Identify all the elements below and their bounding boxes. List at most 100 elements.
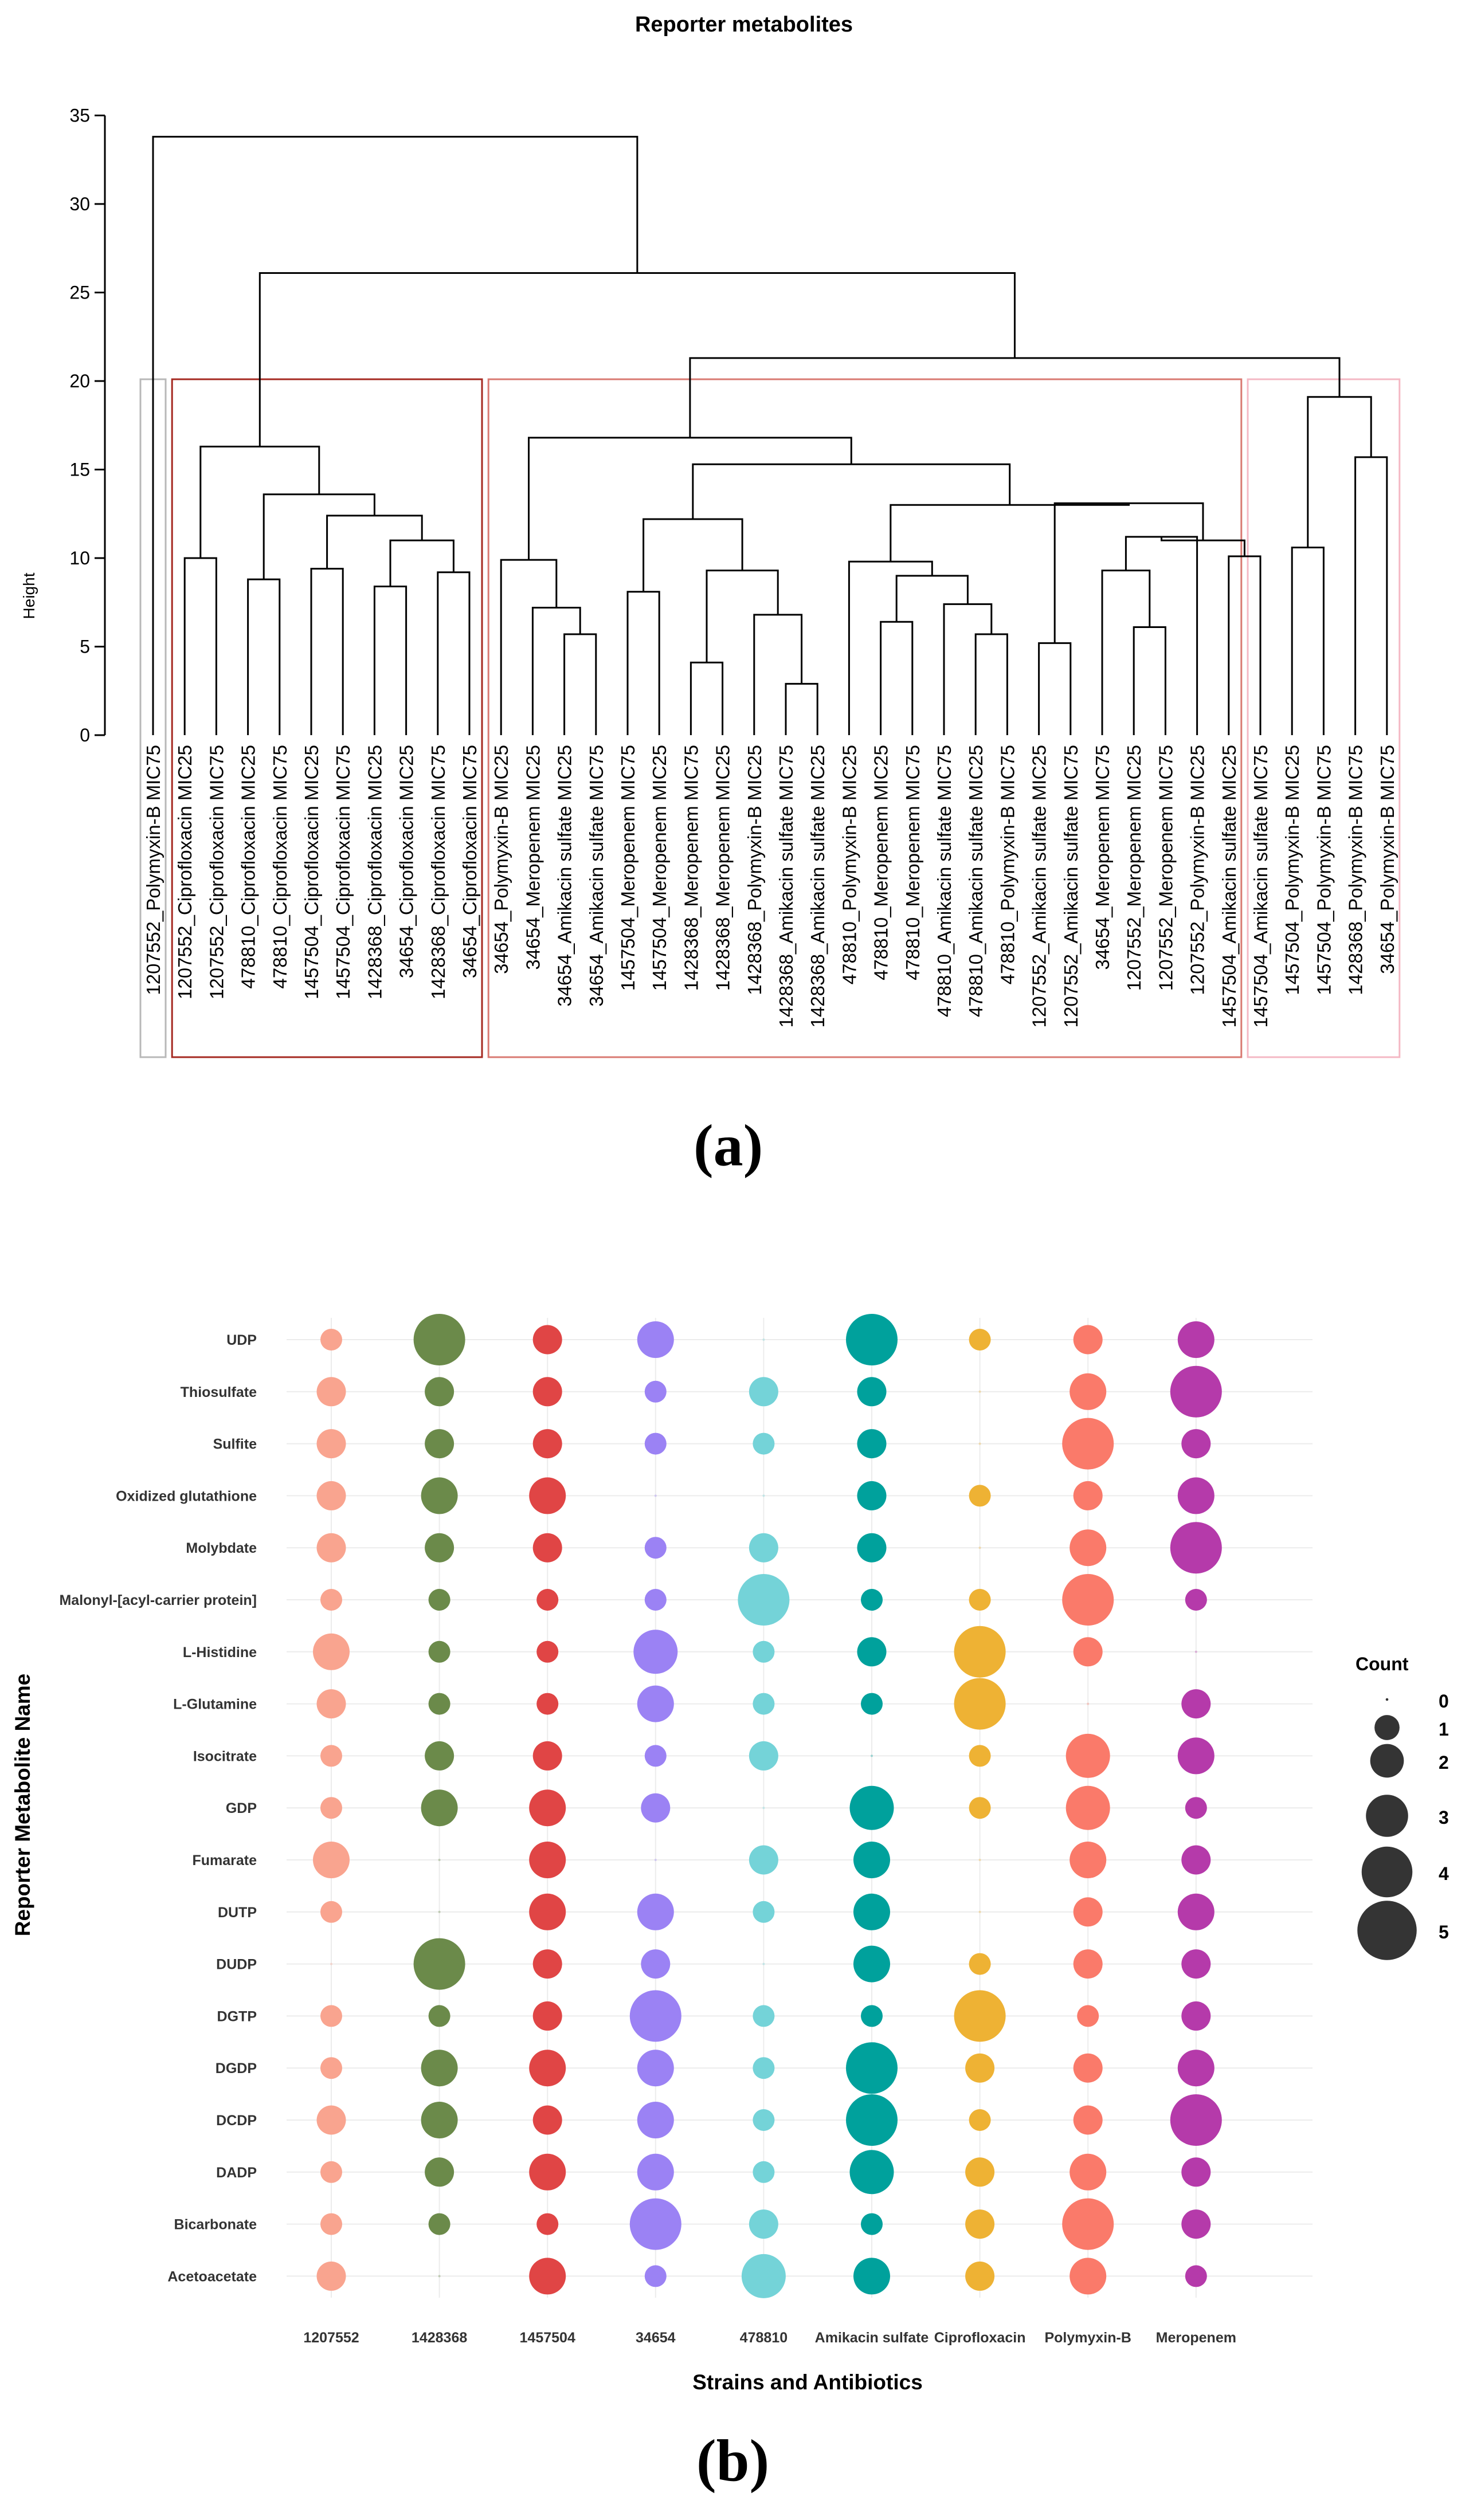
column-label: Ciprofloxacin <box>934 2330 1026 2346</box>
row-label: Fumarate <box>192 1852 257 1869</box>
bubble-point <box>753 2109 775 2131</box>
dendrogram-link <box>880 621 914 735</box>
leaf-label: 34654_Polymyxin-B MIC75 <box>1377 745 1398 974</box>
column-label: Meropenem <box>1156 2330 1236 2346</box>
dendrogram-link <box>183 557 217 735</box>
bubble-point <box>965 2261 995 2291</box>
bubble-point <box>425 1377 455 1407</box>
bubble-point <box>1073 2105 1103 2135</box>
bubble-point <box>954 1678 1006 1730</box>
row-label: UDP <box>226 1332 257 1348</box>
dendrogram-link <box>1053 502 1204 643</box>
bubble-point <box>1177 1321 1215 1358</box>
bubble-point <box>978 1910 981 1913</box>
bubble-point <box>421 1477 458 1514</box>
bubble-point <box>438 1910 441 1913</box>
bubble-point <box>529 2050 566 2087</box>
bubble-point <box>954 1990 1006 2042</box>
dendrogram-link <box>706 570 779 663</box>
dendrogram-link <box>263 493 375 580</box>
bubble-point <box>1177 1477 1215 1514</box>
cluster-box <box>487 378 1243 1058</box>
legend-label: 3 <box>1439 1807 1449 1828</box>
bubble-point <box>641 1793 671 1823</box>
bubble-point <box>536 1693 559 1715</box>
bubble-point <box>529 2258 566 2295</box>
bubble-point <box>1065 1733 1110 1778</box>
dendrogram-y-axis-label: Height <box>20 572 38 619</box>
bubble-point <box>1181 2001 1211 2031</box>
bubble-point <box>637 2050 674 2087</box>
bubble-point <box>846 1314 898 1365</box>
column-label: 478810 <box>740 2330 788 2346</box>
dendrogram-link <box>389 539 455 587</box>
legend-bubble <box>1374 1715 1400 1740</box>
bubble-point <box>1070 1842 1107 1878</box>
dendrogram-link <box>848 560 933 735</box>
bubble-point <box>1181 1949 1211 1979</box>
leaf-label: 1207552_Polymyxin-B MIC25 <box>1187 745 1208 995</box>
bubble-point <box>428 2213 450 2235</box>
bubble-point <box>978 1546 981 1549</box>
bubble-chart-panel: UDP Thiosulfate Sulfite Oxidized glutathion… <box>11 1314 1449 2394</box>
leaf-label: 34654_Ciprofloxacin MIC25 <box>396 745 417 978</box>
leaf-label: 478810_Meropenem MIC75 <box>902 745 923 980</box>
bubble-point <box>633 1630 678 1674</box>
bubble-point <box>849 1785 894 1830</box>
leaf-label: 1428368_Amikacin sulfate MIC25 <box>807 745 828 1027</box>
cluster-box <box>1247 378 1401 1058</box>
bubble-point <box>532 2105 562 2135</box>
bubble-point <box>749 1377 778 1407</box>
leaf-label: 478810_Meropenem MIC25 <box>871 745 892 980</box>
bubble-point <box>532 1741 562 1771</box>
legend-label: 0 <box>1439 1691 1449 1712</box>
bubble-point <box>1170 1522 1222 1574</box>
bubble-point <box>861 2005 883 2027</box>
row-label: Molybdate <box>186 1540 257 1556</box>
bubble-point <box>1185 1589 1207 1611</box>
dendrogram-y-axis: 0 5 10 15 20 25 30 35 <box>69 105 106 745</box>
bubble-point <box>741 2254 786 2298</box>
row-label: DUDP <box>216 1957 257 1973</box>
bubble-point <box>320 2005 342 2027</box>
row-label: Acetoacetate <box>167 2268 257 2285</box>
bubble-point <box>978 1390 981 1393</box>
bubble-point <box>846 2094 898 2146</box>
leaf-label: 1207552_Amikacin sulfate MIC75 <box>1060 745 1082 1027</box>
bubble-point <box>1181 1845 1211 1875</box>
bubble-point <box>532 1949 562 1979</box>
bubble-point <box>532 1377 562 1407</box>
legend-bubble <box>1385 1698 1389 1701</box>
y-tick-label: 15 <box>69 460 90 480</box>
bubble-point <box>629 1990 681 2042</box>
bubble-point <box>1185 1797 1207 1819</box>
bubble-point <box>965 2053 995 2083</box>
bubble-point <box>853 1842 890 1878</box>
column-label: Amikacin sulfate <box>815 2330 929 2346</box>
leaf-label: 1457504_Meropenem MIC75 <box>617 745 638 991</box>
cluster-box <box>171 378 483 1058</box>
bubble-point <box>861 1693 883 1715</box>
bubble-point <box>637 1685 674 1722</box>
bubble-point <box>532 1429 562 1459</box>
bubble-point <box>753 2005 775 2027</box>
dendrogram-link <box>1125 536 1198 735</box>
bubble-point <box>1073 1637 1103 1667</box>
leaf-label: 1428368_Polymyxin-B MIC25 <box>744 745 765 995</box>
leaf-label: 1428368_Meropenem MIC75 <box>680 745 702 991</box>
leaf-label: 1457504_Ciprofloxacin MIC25 <box>301 745 322 999</box>
leaf-label: 1457504_Polymyxin-B MIC25 <box>1282 745 1303 995</box>
column-label: 1207552 <box>303 2330 359 2346</box>
bubble-point <box>654 1859 657 1861</box>
leaf-label: 1207552_Polymyxin-B MIC75 <box>143 745 164 995</box>
bubble-point <box>857 1481 887 1510</box>
dendrogram-link <box>247 578 281 735</box>
y-tick-label: 20 <box>69 371 90 391</box>
bubble-point <box>629 2198 681 2250</box>
row-label: L-Glutamine <box>173 1697 257 1713</box>
dendrogram-link <box>1133 626 1166 735</box>
bubble-point <box>641 1949 671 1979</box>
dendrogram-link <box>943 603 993 735</box>
row-label: GDP <box>226 1800 257 1816</box>
bubble-point <box>969 1589 991 1611</box>
